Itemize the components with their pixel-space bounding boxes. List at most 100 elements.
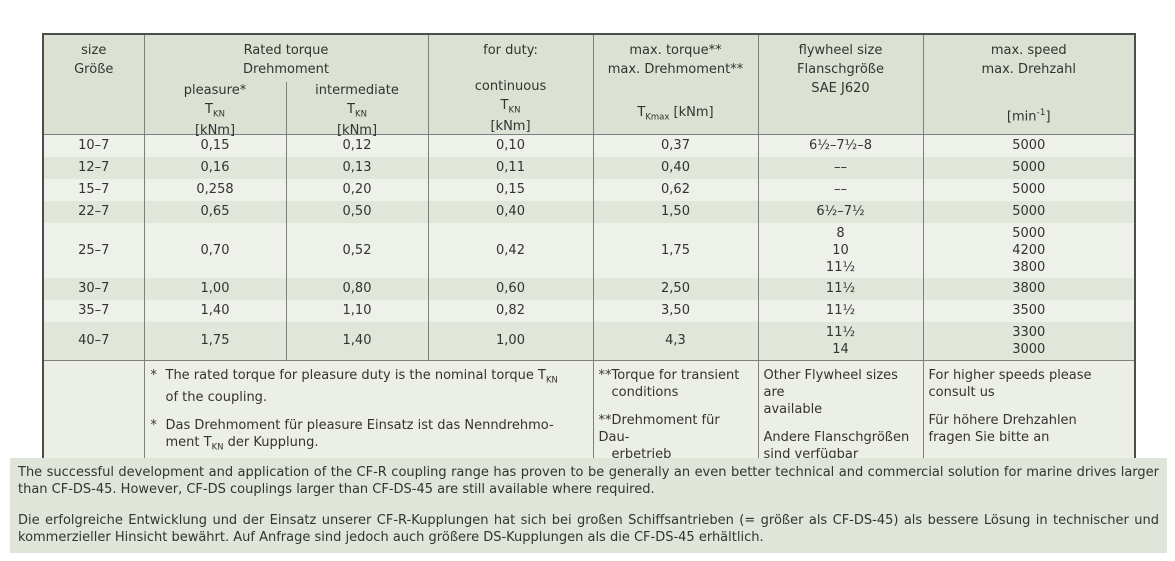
flywheel-cell: 6½–7½	[757, 200, 923, 223]
header-duty: for duty: continuous TKN [kNm]	[427, 34, 593, 135]
header-rated-torque-en: Rated torque	[243, 43, 329, 58]
table-row: 40–7 1,75 1,40 1,00 4,3 11½ 14 3300 3000	[43, 321, 1135, 360]
header-continuous-label: continuous	[474, 79, 547, 95]
size-cell: 25–7	[78, 242, 110, 258]
size-cell: 15–7	[78, 182, 110, 197]
header-speed: max. speed max. Drehzahl [min-1]	[922, 34, 1135, 135]
intermediate-cell: 0,20	[285, 178, 428, 201]
note-paragraph-de: Die erfolgreiche Entwicklung und der Ein…	[18, 513, 1159, 545]
header-rated-torque-de: Drehmoment	[243, 62, 329, 77]
speed-footnote: For higher speeds please consult us	[928, 367, 1092, 400]
pleasure-cell: 0,65	[143, 200, 286, 223]
header-flywheel: flywheel size Flanschgröße SAE J620	[757, 34, 923, 135]
header-flywheel-en: flywheel size	[798, 43, 883, 58]
table-row: 35–7 1,40 1,10 0,82 3,50 11½ 3500	[43, 299, 1135, 322]
header-flywheel-standard: SAE J620	[811, 81, 870, 96]
max-torque-cell: 1,50	[592, 200, 758, 223]
speed-cell: 5000	[922, 178, 1135, 201]
speed-cell: 5000 4200 3800	[922, 222, 1135, 278]
flywheel-cell: 11½	[757, 299, 923, 322]
header-max-torque-de: max. Drehmoment**	[607, 62, 744, 77]
knm-unit: [kNm]	[336, 122, 378, 138]
size-cell: 40–7	[78, 333, 110, 348]
header-flywheel-de: Flanschgröße	[797, 62, 884, 77]
size-cell: 35–7	[78, 303, 110, 318]
table-row: 12–7 0,16 0,13 0,11 0,40 –– 5000	[43, 156, 1135, 179]
max-torque-footnote: **Drehmoment für Dau-erbetrieb	[598, 412, 720, 462]
speed-cell: 3800	[922, 277, 1135, 300]
max-torque-cell: 4,3	[592, 321, 758, 360]
pleasure-cell: 0,15	[143, 134, 286, 157]
header-intermediate-label: intermediate	[315, 83, 399, 98]
speed-cell: 3300 3000	[922, 321, 1135, 360]
flywheel-cell: 6½–7½–8	[757, 134, 923, 157]
header-intermediate-col: intermediate TKN [kNm]	[285, 82, 428, 138]
coupling-spec-table: size Größe Rated torque Drehmoment pleas…	[42, 33, 1136, 480]
table-row: 25–7 0,70 0,52 0,42 1,75 8 10 11½ 5000 4200 3800	[43, 222, 1135, 278]
header-speed-en: max. speed	[990, 43, 1067, 58]
flywheel-cell: ––	[757, 156, 923, 179]
pleasure-cell: 1,75	[143, 321, 286, 360]
max-torque-footnote: **Torque for transient conditions	[598, 367, 740, 400]
intermediate-cell: 0,50	[285, 200, 428, 223]
table-row: 22–7 0,65 0,50 0,40 1,50 6½–7½ 5000	[43, 200, 1135, 223]
continuous-cell: 0,42	[427, 222, 593, 278]
header-size: size Größe	[43, 34, 144, 135]
max-torque-cell: 0,62	[592, 178, 758, 201]
rated-torque-footnote: * The rated torque for pleasure duty is t…	[150, 367, 558, 406]
min-unit: [min-1]	[1006, 108, 1051, 125]
intermediate-cell: 0,80	[285, 277, 428, 300]
flywheel-footnote: Andere Flanschgrößen sind verfügbar	[763, 429, 910, 462]
header-max-torque-en: max. torque**	[629, 43, 722, 58]
note-paragraph-en: The successful development and applicati…	[18, 465, 1159, 497]
continuous-cell: 0,40	[427, 200, 593, 223]
tkn-symbol: TKN	[500, 98, 521, 116]
intermediate-cell: 1,40	[285, 321, 428, 360]
max-torque-cell: 2,50	[592, 277, 758, 300]
flywheel-cell: ––	[757, 178, 923, 201]
continuous-cell: 0,60	[427, 277, 593, 300]
max-torque-cell: 1,75	[592, 222, 758, 278]
header-max-torque: max. torque** max. Drehmoment** TKmax [k…	[592, 34, 758, 135]
speed-cell: 5000	[922, 200, 1135, 223]
intermediate-cell: 0,12	[285, 134, 428, 157]
header-speed-de: max. Drehzahl	[981, 62, 1077, 77]
speed-cell: 3500	[922, 299, 1135, 322]
table-row: 15–7 0,258 0,20 0,15 0,62 –– 5000	[43, 178, 1135, 201]
table-header: size Größe Rated torque Drehmoment pleas…	[43, 34, 1135, 138]
header-size-de: Größe	[74, 62, 114, 77]
continuous-cell: 0,82	[427, 299, 593, 322]
tkn-symbol: TKN	[205, 102, 225, 120]
size-cell: 22–7	[78, 204, 110, 219]
header-pleasure-label: pleasure*	[183, 83, 247, 98]
header-rated-torque-group: Rated torque Drehmoment pleasure* TKN [k…	[143, 34, 428, 138]
table-body: 10–7 0,15 0,12 0,10 0,37 6½–7½–8 5000 12–7 0,16 0…	[43, 134, 1135, 360]
header-size-en: size	[81, 43, 107, 58]
intermediate-cell: 0,52	[285, 222, 428, 278]
size-cell: 12–7	[78, 160, 110, 175]
header-pleasure-col: pleasure* TKN [kNm]	[145, 82, 286, 138]
continuous-cell: 1,00	[427, 321, 593, 360]
continuous-cell: 0,10	[427, 134, 593, 157]
pleasure-cell: 1,00	[143, 277, 286, 300]
table-row: 30–7 1,00 0,80 0,60 2,50 11½ 3800	[43, 277, 1135, 300]
pleasure-cell: 1,40	[143, 299, 286, 322]
continuous-cell: 0,15	[427, 178, 593, 201]
size-cell: 30–7	[78, 281, 110, 296]
size-cell: 10–7	[78, 138, 110, 154]
rated-torque-footnote: * Das Drehmoment für pleasure Einsatz ist…	[150, 418, 554, 453]
continuous-cell: 0,11	[427, 156, 593, 179]
flywheel-cell: 11½	[757, 277, 923, 300]
flywheel-cell: 11½ 14	[757, 321, 923, 360]
notes-block: The successful development and applicati…	[10, 458, 1167, 553]
speed-cell: 5000	[922, 156, 1135, 179]
max-torque-cell: 0,37	[592, 134, 758, 157]
speed-cell: 5000	[922, 134, 1135, 157]
intermediate-cell: 1,10	[285, 299, 428, 322]
pleasure-cell: 0,258	[143, 178, 286, 201]
pleasure-cell: 0,16	[143, 156, 286, 179]
flywheel-cell: 8 10 11½	[757, 222, 923, 278]
header-duty-label: for duty:	[483, 43, 538, 58]
flywheel-footnote: Other Flywheel sizes are available	[763, 367, 898, 417]
